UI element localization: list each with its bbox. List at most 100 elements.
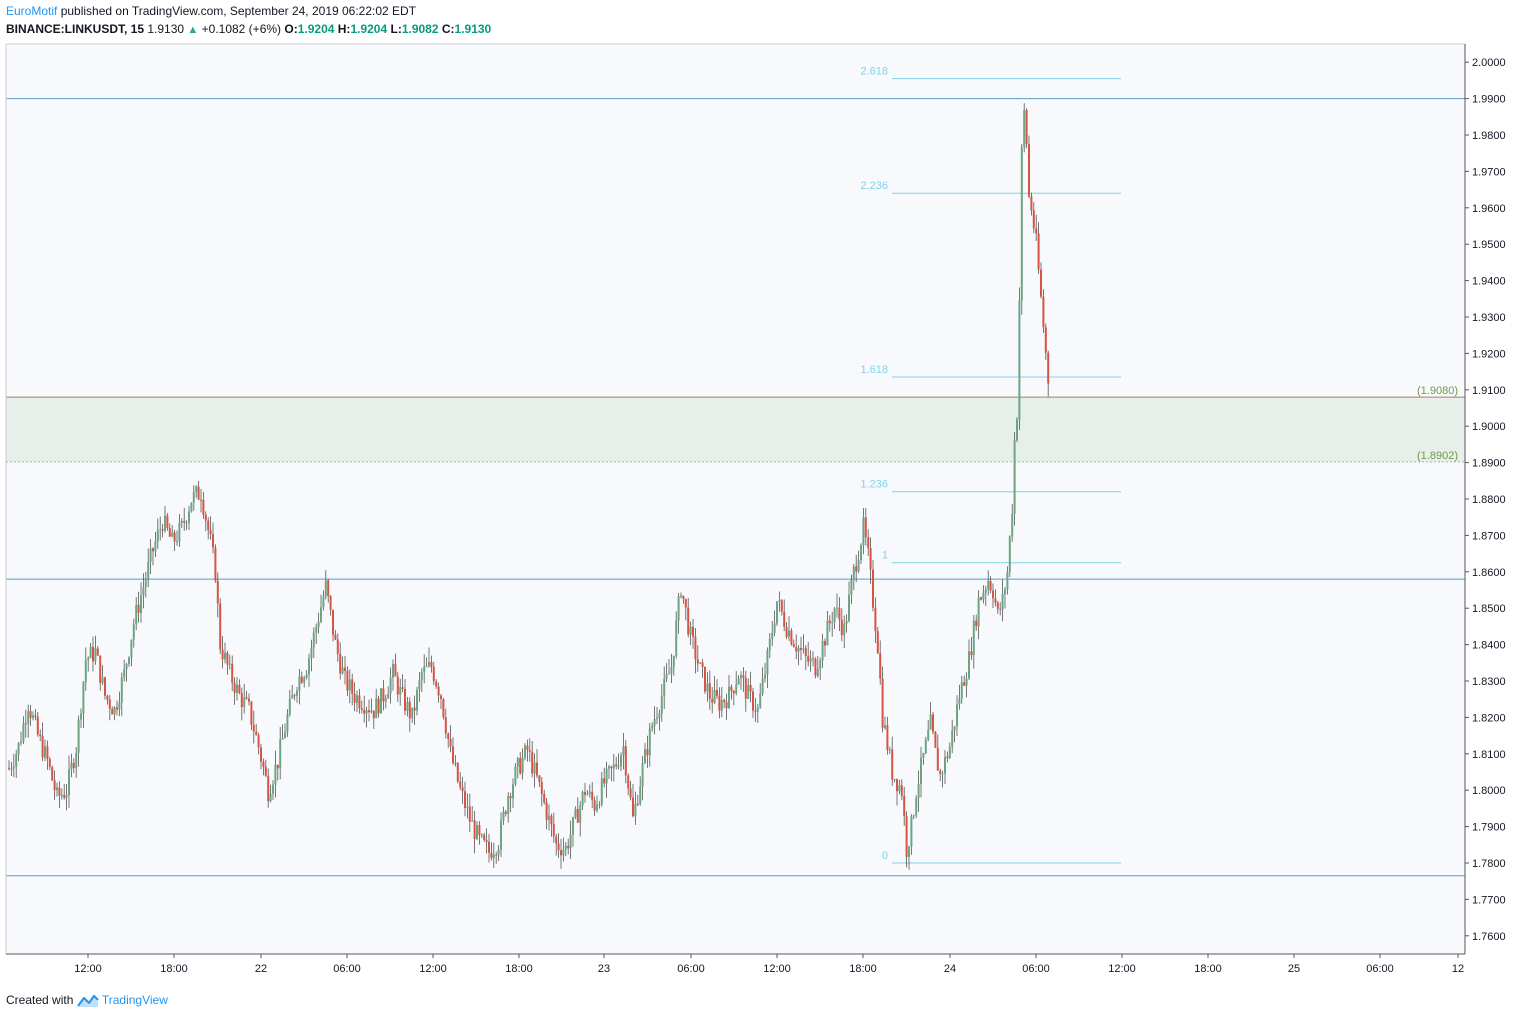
candle-body <box>744 677 747 699</box>
candle-body <box>924 739 927 754</box>
candle-body <box>480 834 483 836</box>
candle-body <box>464 791 466 808</box>
candle-body <box>622 746 625 756</box>
candle-body <box>46 746 49 759</box>
candle-body <box>771 632 774 639</box>
x-tick-label: 06:00 <box>1366 963 1394 975</box>
candle-body <box>315 627 318 633</box>
candle-body <box>804 648 807 656</box>
candle-body <box>504 811 507 814</box>
candle-body <box>394 663 397 677</box>
price-change: +0.1082 (+6%) <box>201 22 282 36</box>
candle-body <box>701 662 704 667</box>
candle-body <box>821 641 824 661</box>
candle-body <box>392 663 394 678</box>
candle-body <box>339 653 342 674</box>
candle-body <box>368 710 370 713</box>
y-tick-label: 2.0000 <box>1472 57 1506 69</box>
candle-body <box>322 596 325 608</box>
author-link[interactable]: EuroMotif <box>6 4 58 18</box>
symbol-label[interactable]: BINANCE:LINKUSDT, 15 <box>6 22 145 36</box>
candle-body <box>965 678 968 686</box>
candle-body <box>269 793 272 802</box>
candle-body <box>538 775 541 782</box>
y-tick-label: 1.9600 <box>1472 203 1506 215</box>
candle-body <box>696 659 699 664</box>
candle-body <box>44 746 46 758</box>
candle-body <box>615 764 618 767</box>
candle-body <box>382 688 385 702</box>
candle-body <box>612 764 615 769</box>
candle-body <box>437 686 440 696</box>
candle-body <box>296 690 298 696</box>
candle-body <box>910 816 913 847</box>
candle-body <box>584 791 586 795</box>
candle-body <box>852 566 855 580</box>
x-tick-label: 18:00 <box>1194 963 1222 975</box>
x-tick-label: 06:00 <box>677 963 705 975</box>
candle-body <box>992 590 994 599</box>
candle-body <box>1018 300 1021 420</box>
candle-body <box>564 845 567 850</box>
candle-body <box>164 515 166 531</box>
candle-body <box>956 704 958 727</box>
low-label: L: <box>390 22 402 36</box>
candle-body <box>305 674 308 678</box>
candle-body <box>677 596 680 621</box>
candle-body <box>708 683 711 699</box>
candle-body <box>980 597 982 600</box>
candle-body <box>672 655 675 668</box>
candle-body <box>759 693 762 708</box>
candle-body <box>567 845 570 849</box>
candle-body <box>634 803 637 817</box>
candle-body <box>984 589 987 593</box>
candle-body <box>653 719 656 726</box>
candle-body <box>807 655 810 662</box>
candle-body <box>132 624 135 640</box>
candle-body <box>917 784 920 798</box>
candle-body <box>15 753 18 767</box>
candle-body <box>348 679 351 691</box>
fib-level-label: 0 <box>882 850 888 862</box>
candle-body <box>27 711 30 724</box>
candle-body <box>881 678 884 728</box>
candle-body <box>521 757 524 774</box>
candle-body <box>593 800 596 811</box>
y-tick-label: 1.9500 <box>1472 239 1506 251</box>
candle-body <box>934 731 937 748</box>
candle-body <box>365 710 368 714</box>
candle-body <box>75 752 78 768</box>
candle-body <box>135 604 138 625</box>
candle-body <box>1030 196 1033 211</box>
y-tick-label: 1.9800 <box>1472 130 1506 142</box>
candle-body <box>629 788 632 798</box>
candle-body <box>452 746 454 763</box>
candle-body <box>387 693 390 699</box>
candle-body <box>572 817 574 835</box>
tradingview-link[interactable]: TradingView <box>101 993 168 1007</box>
candle-body <box>399 687 402 695</box>
y-tick-label: 1.8800 <box>1472 494 1506 506</box>
candle-body <box>850 579 853 595</box>
candle-body <box>982 592 985 600</box>
resistance-zone <box>6 397 1465 462</box>
candle-body <box>310 647 313 659</box>
candle-body <box>459 781 462 788</box>
publish-info: EuroMotif published on TradingView.com, … <box>6 4 416 18</box>
candle-body <box>77 719 80 753</box>
candle-body <box>668 673 670 675</box>
x-tick-label: 12:00 <box>74 963 102 975</box>
candle-body <box>178 522 181 542</box>
candle-body <box>639 786 642 805</box>
y-tick-label: 1.9300 <box>1472 312 1506 324</box>
candle-body <box>975 620 978 627</box>
created-with-text: Created with <box>6 993 74 1007</box>
candle-body <box>8 768 10 770</box>
candle-body <box>209 530 212 535</box>
candle-body <box>867 537 870 548</box>
candle-body <box>300 676 303 683</box>
candle-body <box>833 608 836 623</box>
fib-level-label: 2.618 <box>860 66 888 78</box>
candle-body <box>641 763 644 787</box>
